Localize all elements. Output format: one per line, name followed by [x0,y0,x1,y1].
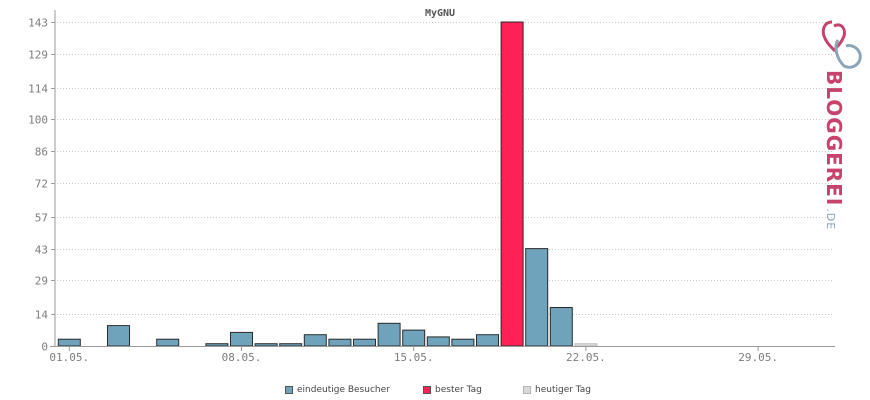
bar-visitors [205,343,229,347]
bar-today [574,343,598,347]
x-tick-label: 08.05. [222,351,262,364]
bar-visitors [402,329,426,347]
bar-visitors [451,338,475,347]
legend-item-visitors: eindeutige Besucher [285,385,390,395]
legend-label-today: heutiger Tag [535,385,592,395]
bar-visitors [476,334,499,347]
bar-visitors [254,343,278,347]
bar-visitors [279,343,303,347]
y-tick-label: 43 [35,244,48,257]
bar-visitors [328,338,352,347]
y-tick-label: 143 [28,17,48,30]
x-tick-label: 15.05. [394,351,434,364]
legend-swatch-visitors [285,386,293,394]
legend-swatch-best-day [423,386,431,394]
bloggerei-logo-text: BLOGGEREI.DE [822,70,846,230]
legend-swatch-today [523,386,531,394]
logo-suffix: .DE [824,208,837,231]
bar-visitors [525,248,549,347]
y-tick-label: 14 [35,309,49,322]
bar-visitors [549,307,573,347]
y-tick-label: 29 [35,275,48,288]
x-tick-label: 01.05. [49,351,89,364]
legend-label-visitors: eindeutige Besucher [297,385,390,395]
y-tick-label: 86 [35,146,48,159]
logo-wordmark: BLOGGEREI [822,70,846,207]
bar-visitors [156,338,180,347]
chart-legend: eindeutige Besucher bester Tag heutiger … [0,385,870,399]
legend-item-best-day: bester Tag [423,385,482,395]
legend-label-best-day: bester Tag [435,385,482,395]
x-tick-label: 22.05. [566,351,606,364]
bar-visitors [230,331,253,347]
bloggerei-logo [810,18,870,218]
y-tick-label: 57 [35,212,48,225]
bar-visitors [57,338,81,347]
bar-visitors [303,334,327,347]
bar-visitors [426,336,450,347]
y-tick-label: 72 [35,178,48,191]
bar-visitors [353,338,376,347]
bar-visitors [377,322,401,347]
x-tick-label: 29.05. [738,351,778,364]
chart-bars [57,21,598,347]
legend-item-today: heutiger Tag [523,385,591,395]
bar-best-day [500,21,524,347]
x-axis-ticks: 01.05. 08.05. 15.05. 22.05. 29.05. [49,346,778,364]
chart-grid [57,22,833,315]
y-tick-label: 100 [28,114,48,127]
y-tick-label: 114 [28,83,48,96]
y-tick-label: 129 [28,49,48,62]
y-axis-ticks: 0 14 29 43 57 72 86 100 114 129 143 [28,17,55,354]
bar-visitors [107,325,130,347]
y-tick-label: 0 [41,341,48,354]
chart-title: MyGNU [425,8,455,19]
bloggerei-heart-icon [821,20,862,69]
